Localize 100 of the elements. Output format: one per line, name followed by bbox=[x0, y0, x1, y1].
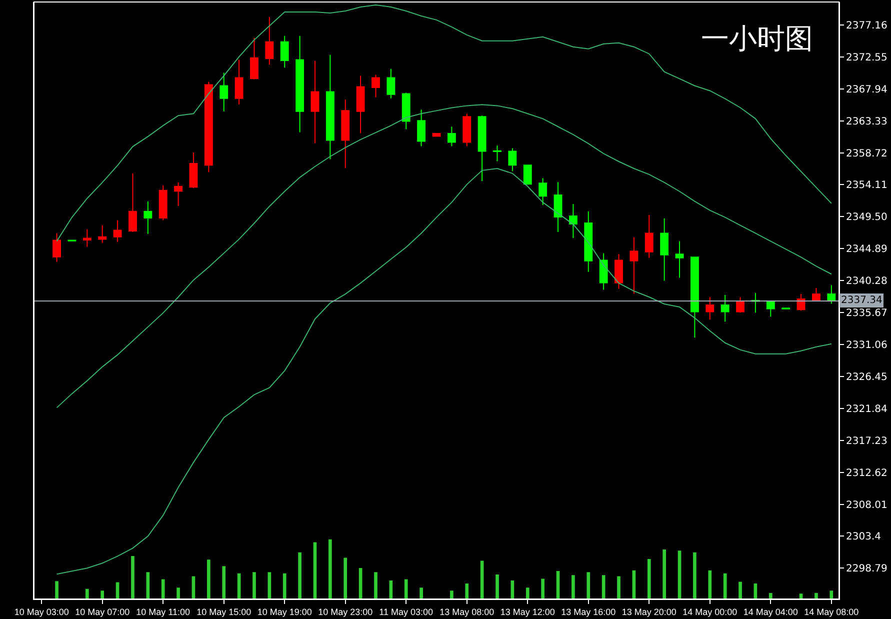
candlestick bbox=[113, 220, 122, 242]
y-tick-label: 2354.11 bbox=[846, 180, 888, 192]
line-series bbox=[56, 4, 832, 242]
y-tick-label: 2377.16 bbox=[846, 20, 888, 32]
x-tick-label: 13 May 08:00 bbox=[440, 606, 494, 617]
bar bbox=[298, 552, 302, 599]
candlestick bbox=[462, 113, 472, 147]
x-tick-label: 13 May 16:00 bbox=[561, 606, 616, 617]
y-tick-label: 2358.72 bbox=[846, 148, 888, 160]
x-tick-label: 14 May 00:00 bbox=[682, 606, 738, 617]
line-series bbox=[56, 168, 832, 575]
x-tick-label: 14 May 08:00 bbox=[804, 606, 859, 617]
y-tick-label: 2303.4 bbox=[846, 532, 881, 543]
candlestick bbox=[326, 54, 334, 160]
x-tick-label: 11 May 03:00 bbox=[379, 606, 434, 617]
y-tick-label: 2331.06 bbox=[846, 340, 888, 351]
x-tick-label: 13 May 12:00 bbox=[500, 606, 555, 617]
bar bbox=[723, 573, 727, 599]
y-tick-label: 2335.67 bbox=[846, 308, 888, 320]
bar bbox=[708, 570, 712, 599]
x-tick-label: 10 May 15:00 bbox=[196, 606, 252, 617]
candlestick bbox=[523, 164, 532, 185]
bar bbox=[161, 579, 165, 599]
bar bbox=[768, 593, 772, 599]
candlestick bbox=[690, 256, 699, 338]
candlestick bbox=[310, 60, 320, 144]
x-tick-label: 10 May 07:00 bbox=[75, 606, 130, 617]
bar bbox=[404, 579, 408, 599]
candlestick bbox=[372, 74, 380, 98]
candlestick bbox=[144, 200, 152, 234]
ref-line-label: 2337.34 bbox=[841, 295, 882, 306]
y-tick-label: 2349.50 bbox=[846, 212, 888, 224]
candlestick bbox=[614, 254, 623, 290]
candlestick bbox=[660, 218, 669, 282]
x-tick-label: 10 May 03:00 bbox=[14, 606, 69, 617]
candlestick bbox=[568, 204, 578, 238]
candlestick bbox=[706, 296, 714, 320]
y-tick-label: 2298.79 bbox=[846, 564, 888, 575]
bar bbox=[526, 588, 530, 599]
bar bbox=[830, 590, 834, 599]
candlestick bbox=[234, 59, 244, 105]
candlestick bbox=[493, 145, 502, 162]
candlestick bbox=[82, 228, 92, 248]
bar bbox=[282, 573, 286, 599]
x-tick-label: 10 May 19:00 bbox=[257, 606, 312, 617]
candlestick bbox=[402, 92, 410, 130]
candlestick bbox=[189, 152, 198, 189]
bar bbox=[100, 590, 104, 599]
candlestick bbox=[720, 294, 730, 322]
bar bbox=[586, 572, 590, 599]
candlestick bbox=[98, 224, 107, 244]
bar bbox=[617, 576, 620, 599]
candlestick bbox=[52, 232, 61, 262]
candlestick bbox=[356, 75, 365, 134]
bar bbox=[420, 588, 423, 599]
candlestick bbox=[584, 210, 593, 272]
candlestick bbox=[538, 178, 548, 206]
bar bbox=[176, 588, 180, 599]
bar bbox=[572, 575, 575, 599]
candlestick bbox=[341, 99, 350, 169]
candlestick bbox=[174, 182, 183, 207]
annotation: 一小时图 bbox=[701, 22, 813, 55]
bar bbox=[738, 582, 742, 599]
candlestick bbox=[128, 172, 137, 232]
candlestick bbox=[675, 240, 684, 278]
y-tick-label: 2326.45 bbox=[846, 372, 888, 383]
bar bbox=[814, 593, 818, 599]
y-tick-label: 2340.28 bbox=[846, 276, 888, 288]
candlestick bbox=[508, 148, 517, 172]
bar bbox=[374, 572, 378, 599]
candlestick bbox=[796, 294, 806, 312]
bar bbox=[85, 588, 89, 599]
candlestick bbox=[250, 37, 258, 80]
bar bbox=[602, 575, 606, 599]
y-tick-label: 2344.89 bbox=[846, 244, 888, 256]
candlestick bbox=[478, 115, 486, 182]
bar bbox=[328, 539, 332, 599]
candlestick bbox=[280, 35, 289, 68]
candlestick bbox=[447, 126, 456, 147]
candlestick bbox=[599, 252, 608, 290]
x-tick-label: 14 May 04:00 bbox=[743, 606, 798, 617]
candlestick bbox=[432, 133, 441, 137]
bar bbox=[465, 583, 469, 599]
bar bbox=[55, 581, 58, 599]
candlestick bbox=[630, 236, 638, 294]
bar bbox=[693, 552, 696, 599]
y-tick-label: 2317.23 bbox=[846, 436, 888, 447]
candlestick bbox=[265, 16, 274, 66]
y-tick-label: 2363.33 bbox=[846, 116, 888, 128]
bar bbox=[131, 556, 134, 599]
y-tick-label: 2312.62 bbox=[846, 468, 888, 479]
y-tick-label: 2321.84 bbox=[846, 404, 888, 415]
bar bbox=[541, 578, 544, 599]
bar bbox=[344, 558, 348, 599]
candlestick bbox=[158, 184, 168, 221]
x-tick-label: 10 May 23:00 bbox=[318, 606, 373, 617]
candlestick bbox=[827, 284, 836, 304]
candlestick bbox=[296, 35, 304, 133]
bar bbox=[496, 574, 499, 599]
x-tick-label: 13 May 20:00 bbox=[622, 606, 676, 617]
